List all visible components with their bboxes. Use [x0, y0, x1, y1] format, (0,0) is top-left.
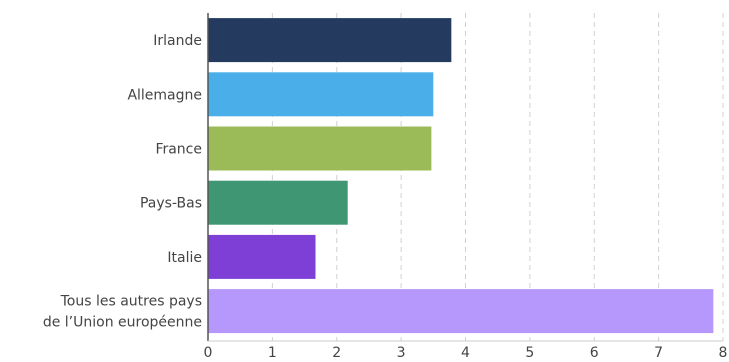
x-tick-label-2: 2	[332, 345, 341, 361]
category-labels-layer: Irlande Allemagne France Pays-Bas Italie Tous…	[43, 33, 202, 331]
grid-layer	[271, 13, 724, 341]
bar-5	[208, 289, 714, 334]
x-tick-label-6: 6	[590, 345, 599, 361]
tick-labels-layer: 0 1 2 3 4 5 6 7 8	[204, 345, 728, 361]
bar-4	[208, 234, 316, 279]
x-tick-label-0: 0	[204, 345, 213, 361]
bar-2	[208, 126, 432, 171]
x-tick-label-7: 7	[654, 345, 663, 361]
category-label-0: Irlande	[153, 33, 202, 49]
category-label-4: Italie	[167, 250, 202, 266]
x-tick-label-3: 3	[397, 345, 406, 361]
x-tick-label-1: 1	[268, 345, 277, 361]
axis-layer	[207, 13, 723, 342]
bar-0	[208, 18, 452, 63]
category-label-5: Tous les autres pays de l’Union européenn…	[43, 294, 202, 331]
x-tick-label-4: 4	[461, 345, 470, 361]
category-label-1: Allemagne	[127, 87, 202, 103]
category-label-2: France	[155, 142, 202, 158]
bar-3	[208, 180, 348, 225]
x-tick-label-8: 8	[719, 345, 728, 361]
bars-layer	[208, 18, 714, 334]
x-tick-label-5: 5	[525, 345, 534, 361]
category-label-3: Pays-Bas	[140, 196, 202, 212]
bar-1	[208, 72, 434, 117]
